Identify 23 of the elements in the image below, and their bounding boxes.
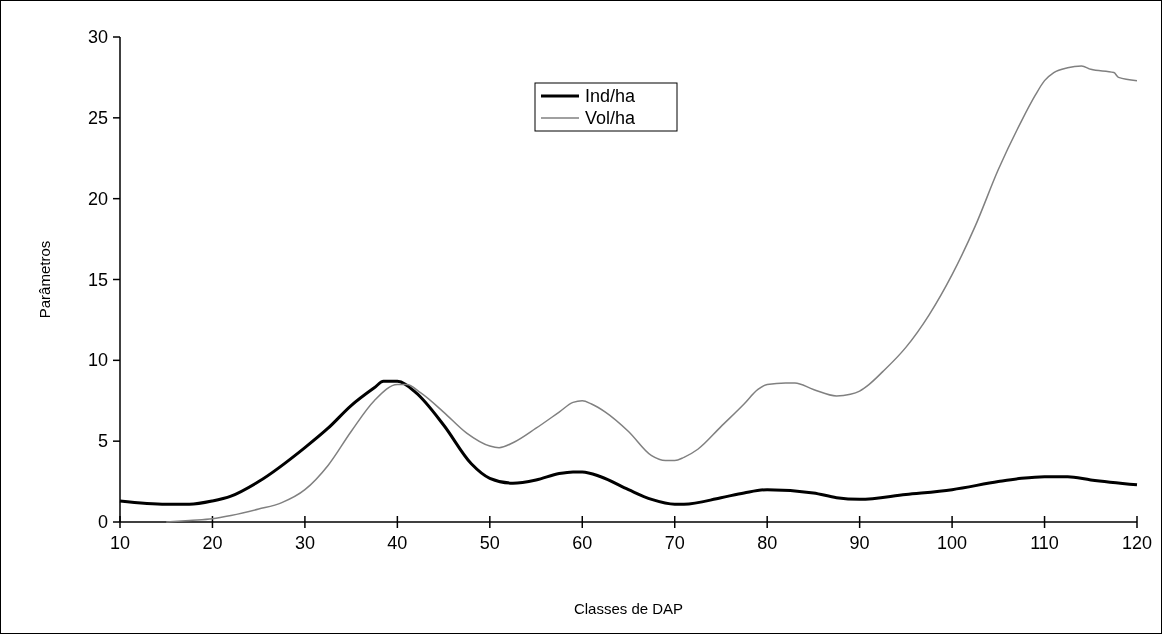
legend-label: Ind/ha bbox=[585, 86, 637, 106]
line-series bbox=[165, 65, 1138, 523]
y-tick-label: 10 bbox=[87, 350, 108, 371]
x-tick-label: 100 bbox=[937, 533, 968, 553]
x-tick-label: 110 bbox=[1030, 533, 1059, 553]
x-tick-label: 90 bbox=[849, 533, 870, 553]
y-tick-label: 5 bbox=[97, 431, 108, 452]
x-tick-label: 70 bbox=[664, 533, 685, 553]
x-tick-label: 20 bbox=[202, 533, 223, 553]
x-tick-label: 30 bbox=[294, 533, 315, 553]
y-tick-label: 15 bbox=[87, 269, 108, 290]
y-tick-label: 25 bbox=[87, 107, 108, 128]
x-tick-label: 50 bbox=[479, 533, 500, 553]
y-axis-title: Parâmetros bbox=[36, 240, 53, 319]
x-tick-label: 60 bbox=[572, 533, 593, 553]
x-tick-label: 120 bbox=[1121, 533, 1153, 553]
y-tick-label: 20 bbox=[87, 188, 108, 209]
y-tick-label: 0 bbox=[97, 512, 108, 532]
x-tick-label: 80 bbox=[757, 533, 778, 553]
legend-label: Vol/ha bbox=[585, 108, 637, 128]
x-tick-label: 40 bbox=[387, 533, 408, 553]
x-axis-title: Classes de DAP bbox=[573, 600, 684, 617]
y-tick-label: 30 bbox=[87, 27, 108, 47]
